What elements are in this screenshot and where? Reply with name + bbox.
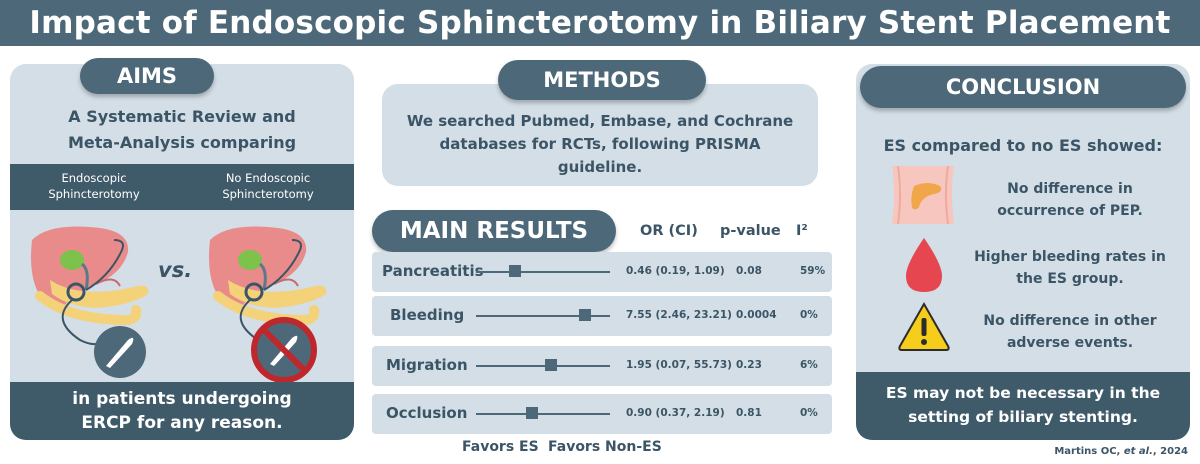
noes-label: No Endoscopic Sphincterotomy bbox=[188, 170, 348, 202]
i2-value: 6% bbox=[800, 359, 818, 371]
comparison-band: Endoscopic Sphincterotomy No Endoscopic … bbox=[10, 164, 354, 210]
p-value: 0.08 bbox=[736, 265, 762, 277]
aims-bottom-line2: ERCP for any reason. bbox=[81, 413, 283, 433]
conclusion-item3-line2: adverse events. bbox=[1006, 335, 1134, 351]
p-value: 0.23 bbox=[736, 359, 762, 371]
i2-value: 0% bbox=[800, 309, 818, 321]
citation-authors: Martins OC, bbox=[1054, 446, 1124, 457]
conclusion-item-adverse: No difference in other adverse events. bbox=[960, 310, 1180, 354]
methods-text: We searched Pubmed, Embase, and Cochrane… bbox=[382, 110, 818, 179]
liver-icon bbox=[31, 226, 149, 346]
or-ci-value: 1.95 (0.07, 55.73) bbox=[626, 359, 732, 371]
col-p-value: p-value bbox=[720, 223, 781, 239]
conclusion-item2-line2: the ES group. bbox=[1016, 271, 1124, 287]
es-label: Endoscopic Sphincterotomy bbox=[14, 170, 174, 202]
forest-point bbox=[508, 265, 521, 277]
methods-line2: databases for RCTs, following PRISMA bbox=[439, 135, 761, 153]
conclusion-bottom-line2: setting of biliary stenting. bbox=[908, 408, 1138, 426]
outcome-label: Bleeding bbox=[390, 306, 465, 324]
conclusion-lead: ES compared to no ES showed: bbox=[883, 136, 1163, 155]
vs-label: vs. bbox=[158, 258, 193, 282]
outcome-label: Occlusion bbox=[386, 404, 468, 422]
conclusion-item-pep: No difference in occurrence of PEP. bbox=[960, 178, 1180, 222]
conclusion-summary: ES may not be necessary in the setting o… bbox=[856, 372, 1190, 440]
abdomen-pancreas-icon bbox=[892, 165, 954, 225]
noes-label-line2: Sphincterotomy bbox=[222, 187, 314, 201]
conclusion-item-bleeding: Higher bleeding rates in the ES group. bbox=[960, 246, 1180, 290]
conclusion-item2-line1: Higher bleeding rates in bbox=[974, 249, 1166, 265]
outcome-label: Migration bbox=[386, 356, 468, 374]
col-or-ci: OR (CI) bbox=[640, 223, 698, 239]
title-bar: Impact of Endoscopic Sphincterotomy in B… bbox=[0, 0, 1200, 46]
or-ci-value: 7.55 (2.46, 23.21) bbox=[626, 309, 732, 321]
results-heading: MAIN RESULTS bbox=[372, 210, 616, 252]
outcome-label: Pancreatitis bbox=[382, 262, 484, 280]
favors-non-es-label: Favors Non-ES bbox=[548, 439, 662, 455]
p-value: 0.81 bbox=[736, 407, 762, 419]
scalpel-icon bbox=[94, 326, 146, 378]
p-value: 0.0004 bbox=[736, 309, 777, 321]
blood-drop-icon bbox=[906, 238, 942, 292]
aims-bottom-line1: in patients undergoing bbox=[72, 389, 292, 409]
forest-point bbox=[545, 359, 558, 371]
methods-line1: We searched Pubmed, Embase, and Cochrane bbox=[406, 112, 794, 130]
citation-year: , 2024 bbox=[1152, 446, 1188, 457]
conclusion-icons bbox=[892, 165, 954, 351]
aims-heading: AIMS bbox=[80, 58, 214, 94]
methods-heading: METHODS bbox=[498, 60, 706, 100]
or-ci-value: 0.46 (0.19, 1.09) bbox=[626, 265, 725, 277]
forest-line bbox=[476, 315, 610, 317]
es-label-line2: Sphincterotomy bbox=[48, 187, 140, 201]
conclusion-item3-line1: No difference in other bbox=[983, 313, 1157, 329]
i2-value: 0% bbox=[800, 407, 818, 419]
page-title: Impact of Endoscopic Sphincterotomy in B… bbox=[29, 5, 1171, 41]
noes-label-line1: No Endoscopic bbox=[225, 171, 311, 185]
conclusion-item1-line2: occurrence of PEP. bbox=[997, 203, 1143, 219]
liver-icon bbox=[209, 226, 327, 346]
methods-line3: guideline. bbox=[557, 158, 643, 176]
forest-line bbox=[476, 365, 610, 367]
forest-line bbox=[476, 271, 610, 273]
methods-panel bbox=[382, 84, 818, 186]
conclusion-bottom-line1: ES may not be necessary in the bbox=[885, 384, 1161, 402]
i2-value: 59% bbox=[800, 265, 826, 277]
aims-subtitle-line2: Meta-Analysis comparing bbox=[67, 133, 297, 152]
forest-point bbox=[525, 407, 538, 419]
no-scalpel-icon bbox=[251, 317, 317, 382]
or-ci-value: 0.90 (0.37, 2.19) bbox=[626, 407, 725, 419]
conclusion-item1-line1: No difference in bbox=[1007, 181, 1133, 197]
favors-es-label: Favors ES bbox=[462, 439, 539, 455]
aims-subtitle: A Systematic Review and Meta-Analysis co… bbox=[10, 104, 354, 156]
aims-illustrations bbox=[31, 226, 327, 382]
warning-icon bbox=[898, 301, 950, 351]
aims-subtitle-line1: A Systematic Review and bbox=[68, 107, 296, 126]
forest-point bbox=[579, 309, 592, 321]
conclusion-heading: CONCLUSION bbox=[860, 66, 1186, 108]
forest-line bbox=[476, 413, 610, 415]
col-i2: I² bbox=[796, 223, 808, 239]
aims-population: in patients undergoing ERCP for any reas… bbox=[10, 382, 354, 440]
citation-et-al: et al. bbox=[1123, 446, 1153, 457]
citation: Martins OC, et al., 2024 bbox=[1054, 446, 1188, 457]
es-label-line1: Endoscopic bbox=[61, 171, 127, 185]
